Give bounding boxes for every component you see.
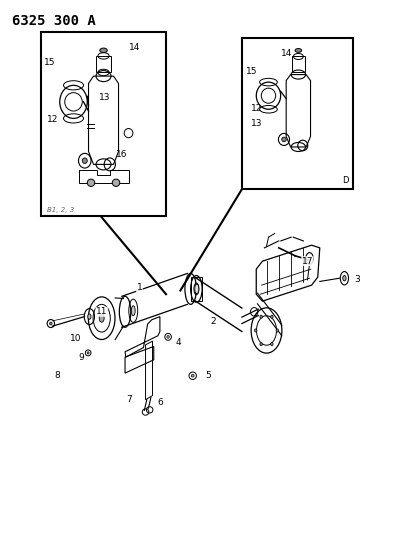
- Text: 1: 1: [136, 284, 142, 292]
- Text: 7: 7: [126, 395, 132, 404]
- Text: 6325 300 A: 6325 300 A: [12, 14, 96, 28]
- Text: 4: 4: [175, 338, 181, 346]
- Text: 13: 13: [250, 119, 262, 128]
- Text: 6: 6: [157, 398, 162, 407]
- Text: B1, 2, 3: B1, 2, 3: [47, 207, 74, 213]
- Text: D: D: [342, 176, 348, 185]
- Ellipse shape: [259, 343, 262, 346]
- Text: 2: 2: [210, 317, 216, 326]
- Text: 12: 12: [47, 115, 58, 124]
- Ellipse shape: [112, 179, 119, 187]
- Ellipse shape: [259, 315, 262, 318]
- Ellipse shape: [342, 276, 345, 281]
- Text: 13: 13: [99, 93, 110, 101]
- Ellipse shape: [191, 374, 194, 377]
- Bar: [41, 32, 166, 216]
- Text: 10: 10: [70, 335, 81, 343]
- Text: 9: 9: [78, 353, 84, 361]
- Ellipse shape: [194, 284, 198, 294]
- Ellipse shape: [88, 314, 91, 319]
- Text: 12: 12: [250, 104, 262, 113]
- Ellipse shape: [281, 137, 285, 142]
- Ellipse shape: [270, 343, 272, 346]
- Ellipse shape: [99, 48, 107, 53]
- Ellipse shape: [294, 49, 301, 52]
- Text: 16: 16: [116, 150, 128, 159]
- Text: 11: 11: [96, 308, 107, 316]
- Ellipse shape: [254, 329, 256, 332]
- Text: 14: 14: [128, 44, 140, 52]
- Ellipse shape: [87, 179, 94, 187]
- Text: 17: 17: [301, 257, 312, 265]
- Ellipse shape: [270, 315, 272, 318]
- Text: 14: 14: [280, 49, 291, 58]
- Ellipse shape: [82, 158, 87, 164]
- Text: 8: 8: [54, 371, 60, 379]
- Text: 3: 3: [353, 275, 359, 284]
- Bar: [241, 38, 352, 189]
- Ellipse shape: [87, 352, 89, 354]
- Text: 15: 15: [44, 59, 56, 67]
- Text: 5: 5: [204, 371, 210, 379]
- Ellipse shape: [49, 322, 52, 325]
- Ellipse shape: [275, 329, 278, 332]
- Ellipse shape: [99, 314, 104, 322]
- Ellipse shape: [131, 306, 135, 316]
- Text: 15: 15: [245, 67, 257, 76]
- Ellipse shape: [166, 336, 169, 338]
